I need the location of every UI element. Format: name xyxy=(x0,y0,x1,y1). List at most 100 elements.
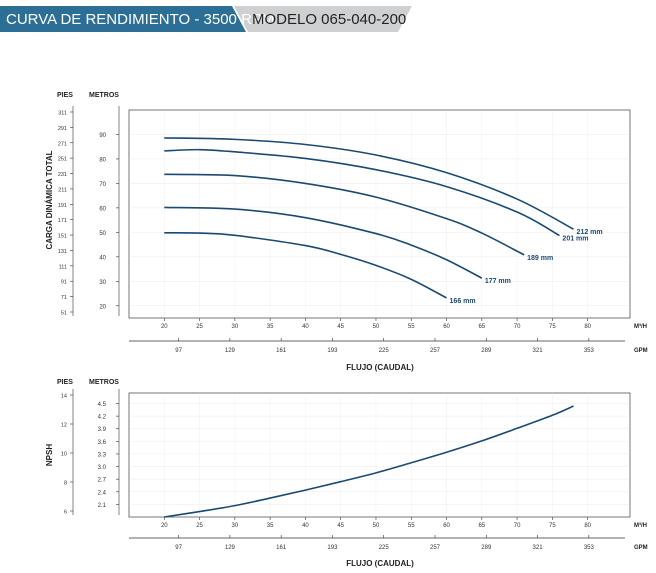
pies-tick-label: 211 xyxy=(58,187,67,193)
metros-tick-label: 30 xyxy=(99,280,106,286)
m3h-unit: M³/H xyxy=(634,522,647,529)
impeller-curve-5 xyxy=(164,232,447,299)
m3h-tick-label: 70 xyxy=(514,324,521,330)
pies-tick-label: 10 xyxy=(61,452,67,458)
model-banner xyxy=(234,6,412,32)
pies-tick-label: 151 xyxy=(58,234,67,240)
gpm-tick-label: 353 xyxy=(584,348,595,354)
pies-tick-label: 171 xyxy=(58,218,67,224)
m3h-tick-label: 35 xyxy=(267,324,274,330)
m3h-tick-label: 75 xyxy=(549,523,556,529)
metros-unit-label: METROS xyxy=(89,92,119,99)
m3h-tick-label: 40 xyxy=(302,324,309,330)
pies-tick-label: 14 xyxy=(61,394,67,400)
metros-tick-label: 2.7 xyxy=(98,478,107,484)
page-title: CURVA DE RENDIMIENTO - 3500 RPM xyxy=(6,11,274,28)
pies-tick-label: 71 xyxy=(61,295,67,301)
m3h-tick-label: 20 xyxy=(161,523,168,529)
x-axis-title: FLUJO (CAUDAL) xyxy=(346,559,414,568)
gpm-tick-label: 289 xyxy=(481,348,492,354)
pies-tick-label: 51 xyxy=(61,311,67,317)
m3h-tick-label: 45 xyxy=(337,523,344,529)
m3h-tick-label: 60 xyxy=(443,324,450,330)
metros-tick-label: 40 xyxy=(99,255,106,261)
m3h-tick-label: 40 xyxy=(302,523,309,529)
metros-tick-label: 90 xyxy=(99,133,106,139)
gpm-tick-label: 129 xyxy=(225,545,236,551)
metros-tick-label: 80 xyxy=(99,157,106,163)
gpm-tick-label: 353 xyxy=(584,545,595,551)
m3h-tick-label: 50 xyxy=(373,324,380,330)
pies-tick-label: 191 xyxy=(58,203,67,209)
npsh-curve xyxy=(164,405,574,518)
m3h-tick-label: 55 xyxy=(408,523,415,529)
impeller-curve-1 xyxy=(164,137,574,230)
pies-tick-label: 12 xyxy=(61,423,67,429)
gpm-tick-label: 161 xyxy=(276,348,287,354)
gpm-tick-label: 257 xyxy=(430,545,441,551)
x-axis-title: FLUJO (CAUDAL) xyxy=(346,363,414,372)
m3h-tick-label: 75 xyxy=(549,324,556,330)
pies-tick-label: 231 xyxy=(58,172,67,178)
curve-label: 201 mm xyxy=(562,236,588,243)
metros-tick-label: 20 xyxy=(99,304,106,310)
pies-tick-label: 131 xyxy=(58,249,67,255)
m3h-tick-label: 65 xyxy=(478,523,485,529)
metros-tick-label: 70 xyxy=(99,182,106,188)
gpm-tick-label: 129 xyxy=(225,348,236,354)
plot-frame xyxy=(128,392,631,518)
m3h-tick-label: 80 xyxy=(584,523,591,529)
gpm-tick-label: 97 xyxy=(175,348,182,354)
curve-label: 189 mm xyxy=(527,255,553,262)
gpm-tick-label: 289 xyxy=(481,545,492,551)
metros-tick-label: 3.3 xyxy=(98,452,107,458)
impeller-curve-4 xyxy=(164,206,483,279)
gpm-tick-label: 225 xyxy=(379,545,390,551)
m3h-tick-label: 25 xyxy=(196,523,203,529)
metros-tick-label: 3.6 xyxy=(98,440,107,446)
gpm-tick-label: 321 xyxy=(533,545,544,551)
gpm-tick-label: 321 xyxy=(533,348,544,354)
gpm-unit: GPM xyxy=(634,545,648,551)
impeller-curve-2 xyxy=(164,148,560,237)
pies-tick-label: 91 xyxy=(61,280,67,286)
pies-tick-label: 291 xyxy=(58,126,67,132)
metros-tick-label: 4.5 xyxy=(98,402,107,408)
metros-tick-label: 50 xyxy=(99,231,106,237)
model-label: MODELO 065-040-200 xyxy=(252,11,406,28)
y-axis-title: CARGA DINÁMICA TOTAL xyxy=(45,150,54,249)
pies-tick-label: 271 xyxy=(58,141,67,147)
curve-label: 166 mm xyxy=(450,298,476,305)
curve-label: 212 mm xyxy=(577,229,603,236)
m3h-tick-label: 80 xyxy=(584,324,591,330)
metros-unit-label: METROS xyxy=(89,379,119,386)
header-banner: CURVA DE RENDIMIENTO - 3500 RPM MODELO 0… xyxy=(0,6,412,32)
m3h-tick-label: 35 xyxy=(267,523,274,529)
metros-tick-label: 4.2 xyxy=(98,415,107,421)
m3h-tick-label: 60 xyxy=(443,523,450,529)
impeller-curve-3 xyxy=(164,173,525,256)
m3h-unit: M³/H xyxy=(634,323,647,330)
m3h-tick-label: 30 xyxy=(232,324,239,330)
metros-tick-label: 60 xyxy=(99,206,106,212)
plot-frame xyxy=(128,109,631,319)
gpm-tick-label: 193 xyxy=(327,545,338,551)
m3h-tick-label: 25 xyxy=(196,324,203,330)
y-axis-title: NPSH xyxy=(45,444,54,466)
metros-tick-label: 2.1 xyxy=(98,503,107,509)
pies-tick-label: 8 xyxy=(64,481,67,487)
gpm-tick-label: 161 xyxy=(276,545,287,551)
pies-tick-label: 311 xyxy=(58,111,67,117)
gpm-tick-label: 97 xyxy=(175,545,182,551)
m3h-tick-label: 20 xyxy=(161,324,168,330)
m3h-tick-label: 70 xyxy=(514,523,521,529)
m3h-tick-label: 65 xyxy=(478,324,485,330)
pies-tick-label: 6 xyxy=(64,510,67,516)
title-banner xyxy=(0,6,246,32)
pies-tick-label: 251 xyxy=(58,157,67,163)
metros-tick-label: 3.9 xyxy=(98,427,107,433)
gpm-tick-label: 257 xyxy=(430,348,441,354)
gpm-unit: GPM xyxy=(634,348,648,354)
m3h-tick-label: 30 xyxy=(232,523,239,529)
